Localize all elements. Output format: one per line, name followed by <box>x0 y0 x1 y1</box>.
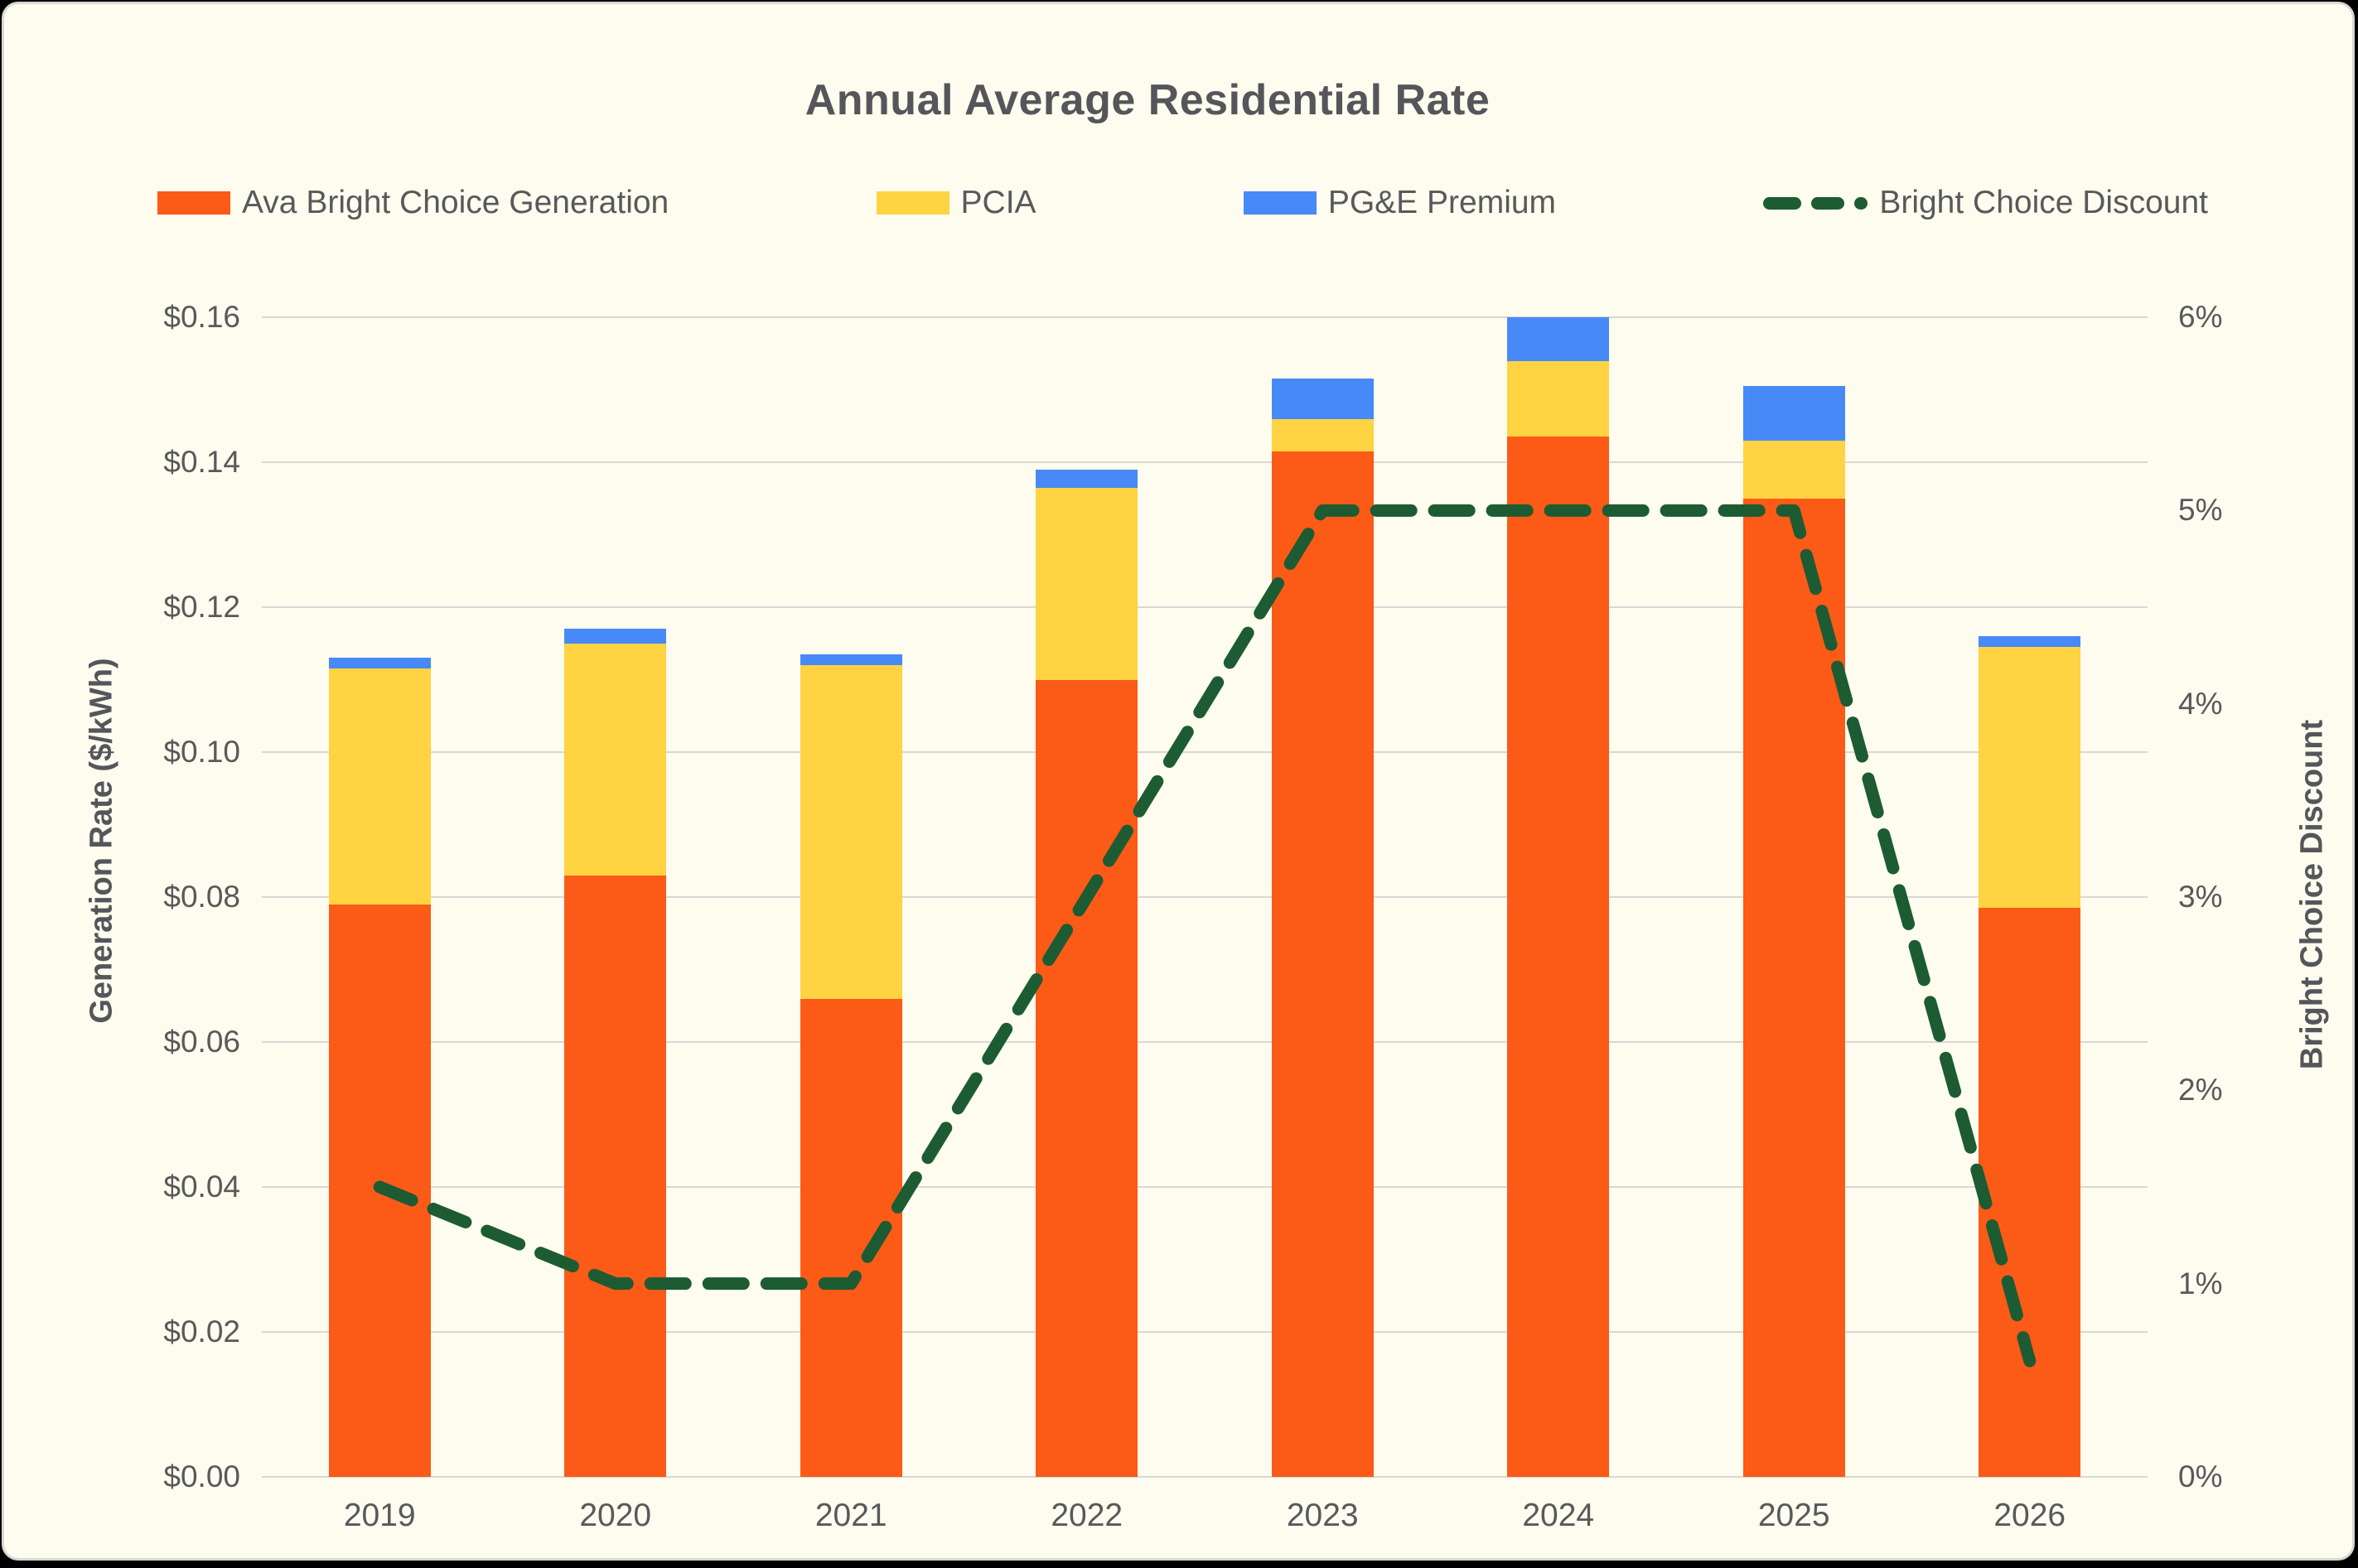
left-axis-tick-label: $0.00 <box>163 1459 240 1493</box>
right-axis-tick-label: 1% <box>2178 1266 2223 1300</box>
legend-label: PCIA <box>960 185 1036 220</box>
bar-segment-2025 <box>1742 498 1845 1477</box>
bar-segment-2026 <box>1979 636 2081 648</box>
bar-segment-2025 <box>1742 440 1845 499</box>
bar-segment-2025 <box>1742 386 1845 441</box>
bar-segment-2024 <box>1507 317 1610 361</box>
left-axis-tick-label: $0.06 <box>163 1025 240 1059</box>
x-axis-label: 2026 <box>1993 1498 2066 1533</box>
x-axis-label: 2024 <box>1522 1498 1595 1533</box>
bar-segment-2021 <box>800 654 902 665</box>
bar-segment-2019 <box>328 904 431 1477</box>
right-axis-tick-label: 2% <box>2178 1073 2223 1107</box>
left-axis-tick-label: $0.12 <box>163 590 240 624</box>
left-axis-tick-label: $0.04 <box>163 1170 240 1204</box>
legend-label: PG&E Premium <box>1327 185 1557 220</box>
legend-swatch-yellow-icon <box>876 191 949 215</box>
gridline <box>262 751 2148 753</box>
right-axis-tick-label: 0% <box>2178 1459 2223 1493</box>
x-axis-label: 2019 <box>343 1498 416 1533</box>
left-axis-tick-label: $0.08 <box>163 880 240 914</box>
bar-segment-2026 <box>1979 908 2081 1477</box>
right-axis-title: Bright Choice Discount <box>2294 719 2330 1070</box>
legend-item-pcia: PCIA <box>876 185 1036 221</box>
right-axis-tick-label: 6% <box>2178 300 2223 334</box>
gridline <box>262 1331 2148 1333</box>
bar-segment-2023 <box>1271 418 1374 451</box>
left-axis-tick-label: $0.10 <box>163 735 240 769</box>
legend-swatch-orange-icon <box>157 191 230 215</box>
gridline <box>262 1476 2148 1478</box>
bar-segment-2020 <box>564 629 667 644</box>
bar-segment-2024 <box>1507 437 1610 1477</box>
x-axis-label: 2023 <box>1286 1498 1359 1533</box>
gridline <box>262 896 2148 898</box>
x-axis-label: 2021 <box>814 1498 887 1533</box>
legend: Ava Bright Choice Generation PCIA PG&E P… <box>157 185 2208 221</box>
legend-label: Bright Choice Discount <box>1879 185 2208 220</box>
bar-segment-2022 <box>1036 679 1138 1477</box>
right-axis-tick-label: 3% <box>2178 880 2223 914</box>
left-axis-tick-label: $0.02 <box>163 1315 240 1348</box>
left-axis-tick-label: $0.14 <box>163 445 240 479</box>
bar-segment-2021 <box>800 665 902 999</box>
legend-item-bright-choice-discount: Bright Choice Discount <box>1763 185 2208 221</box>
bar-segment-2026 <box>1979 647 2081 909</box>
x-axis-label: 2020 <box>579 1498 652 1533</box>
bar-segment-2024 <box>1507 360 1610 437</box>
right-axis-tick-label: 5% <box>2178 493 2223 528</box>
bar-segment-2020 <box>564 875 667 1477</box>
bar-segment-2023 <box>1271 379 1374 419</box>
bar-segment-2019 <box>328 658 431 669</box>
gridline <box>262 1041 2148 1043</box>
left-axis-tick-label: $0.16 <box>163 300 240 334</box>
bar-segment-2022 <box>1036 469 1138 488</box>
bar-segment-2022 <box>1036 487 1138 680</box>
bar-segment-2019 <box>328 668 431 905</box>
legend-item-pge-premium: PG&E Premium <box>1243 185 1557 221</box>
legend-item-ava-bright-choice-generation: Ava Bright Choice Generation <box>157 185 669 221</box>
gridline <box>262 1186 2148 1188</box>
plot-area: $0.00 $0.02 $0.04 $0.06 $0.08 $0.10 $0.12 $0.14… <box>4 4 2358 1568</box>
bar-segment-2020 <box>564 643 667 876</box>
bar-segment-2021 <box>800 998 902 1477</box>
legend-dashed-line-icon <box>1763 196 1868 210</box>
legend-swatch-blue-icon <box>1243 191 1317 215</box>
chart-title: Annual Average Residential Rate <box>805 76 1491 124</box>
right-axis-tick-label: 4% <box>2178 686 2223 721</box>
gridline <box>262 461 2148 463</box>
x-axis-label: 2022 <box>1051 1498 1123 1533</box>
left-axis-title: Generation Rate ($/kWh) <box>84 658 119 1024</box>
legend-label: Ava Bright Choice Generation <box>242 185 669 220</box>
bar-segment-2023 <box>1271 451 1374 1477</box>
gridline <box>262 316 2148 318</box>
gridline <box>262 606 2148 608</box>
x-axis-label: 2025 <box>1757 1498 1830 1533</box>
